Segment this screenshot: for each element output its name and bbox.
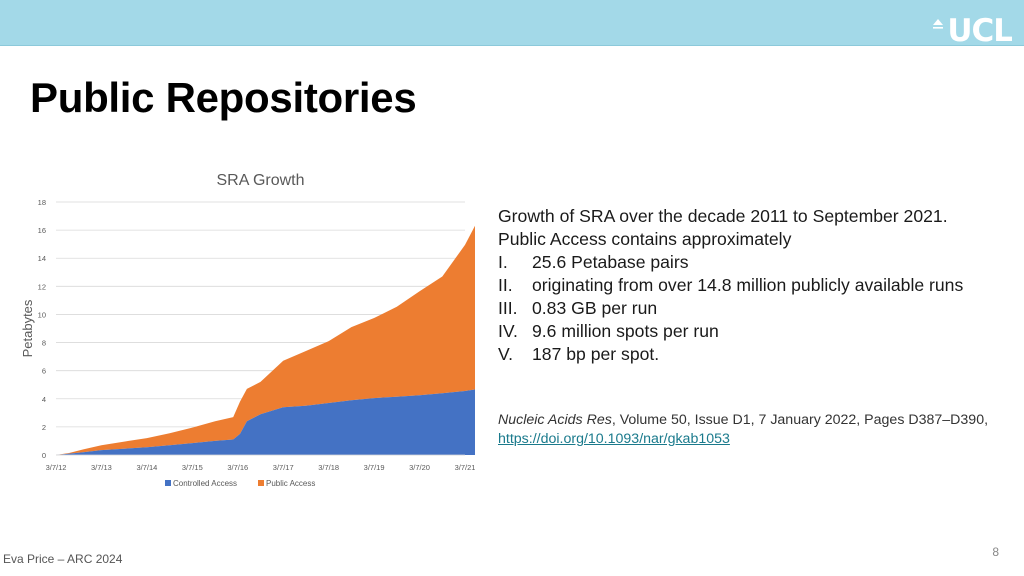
list-item-number: IV.	[498, 321, 518, 341]
y-tick-label: 6	[42, 367, 46, 376]
y-axis-label: Petabytes	[20, 299, 35, 357]
legend-swatch-public-access	[258, 480, 264, 486]
y-tick-label: 12	[38, 282, 46, 291]
info-intro: Growth of SRA over the decade 2011 to Se…	[498, 206, 948, 249]
header-band: UCL	[0, 0, 1024, 46]
y-tick-label: 4	[42, 395, 46, 404]
list-item-text: 0.83 GB per run	[532, 298, 658, 318]
ucl-logo: UCL	[932, 16, 1012, 46]
info-text: Growth of SRA over the decade 2011 to Se…	[498, 205, 988, 366]
list-item: IV. 9.6 million spots per run	[498, 320, 988, 343]
list-item-number: III.	[498, 298, 518, 318]
citation: Nucleic Acids Res, Volume 50, Issue D1, …	[498, 411, 998, 449]
x-tick-label: 3/7/12	[46, 463, 67, 472]
y-tick-label: 0	[42, 451, 46, 460]
citation-journal: Nucleic Acids Res	[498, 412, 612, 428]
logo-text: UCL	[947, 16, 1012, 46]
y-tick-label: 16	[38, 226, 46, 235]
x-tick-label: 3/7/21	[455, 463, 475, 472]
x-tick-label: 3/7/16	[227, 463, 248, 472]
x-tick-label: 3/7/19	[364, 463, 385, 472]
series-area-public-access	[56, 225, 475, 455]
series-area-controlled-access	[56, 389, 475, 455]
legend-label-controlled-access: Controlled Access	[173, 479, 237, 488]
list-item-text: 25.6 Petabase pairs	[532, 252, 689, 272]
chart-title: SRA Growth	[216, 172, 304, 189]
footer-text: Eva Price – ARC 2024	[3, 552, 123, 566]
x-tick-label: 3/7/13	[91, 463, 112, 472]
list-item: I. 25.6 Petabase pairs	[498, 251, 988, 274]
legend-label-public-access: Public Access	[266, 479, 315, 488]
y-tick-label: 14	[38, 254, 46, 263]
y-tick-label: 8	[42, 339, 46, 348]
list-item-text: 9.6 million spots per run	[532, 321, 719, 341]
x-tick-label: 3/7/17	[273, 463, 294, 472]
x-tick-label: 3/7/18	[318, 463, 339, 472]
sra-growth-chart: SRA Growth 0 2 4 6 8 10 12 14 16 18 Petabytes 3/7/12…	[15, 160, 475, 500]
list-item-number: V.	[498, 344, 514, 364]
y-tick-label: 18	[38, 198, 46, 207]
doi-link[interactable]: https://doi.org/10.1093/nar/gkab1053	[498, 431, 730, 447]
chart-svg: SRA Growth 0 2 4 6 8 10 12 14 16 18 Petabytes 3/7/12…	[20, 172, 475, 488]
page-number: 8	[992, 545, 999, 559]
list-item-text: originating from over 14.8 million publi…	[532, 275, 964, 295]
legend-swatch-controlled-access	[165, 480, 171, 486]
x-tick-label: 3/7/20	[409, 463, 430, 472]
list-item-number: II.	[498, 275, 513, 295]
citation-details: , Volume 50, Issue D1, 7 January 2022, P…	[611, 412, 989, 428]
list-item: V. 187 bp per spot.	[498, 343, 988, 366]
portico-dome-icon	[933, 19, 944, 29]
x-tick-label: 3/7/15	[182, 463, 203, 472]
list-item-text: 187 bp per spot.	[532, 344, 660, 364]
list-item-number: I.	[498, 252, 508, 272]
list-item: II. originating from over 14.8 million pu…	[498, 274, 988, 297]
list-item: III. 0.83 GB per run	[498, 297, 988, 320]
info-list: I. 25.6 Petabase pairs II. originating fro…	[498, 251, 988, 366]
y-tick-label: 10	[38, 310, 46, 319]
y-tick-label: 2	[42, 423, 46, 432]
x-tick-label: 3/7/14	[136, 463, 157, 472]
slide-title: Public Repositories	[30, 74, 417, 121]
